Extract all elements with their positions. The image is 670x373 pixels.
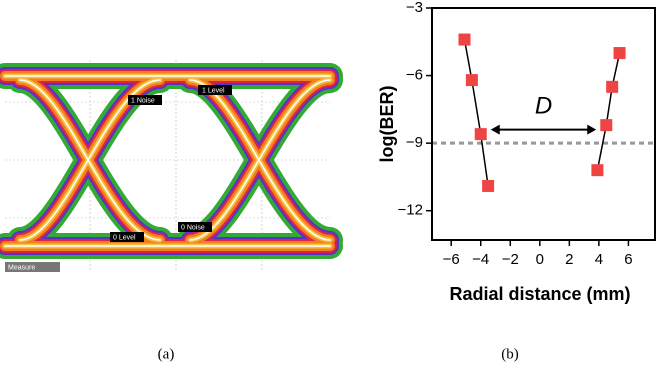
x-tick-label: 2 (565, 251, 573, 268)
noise-label: 1 Noise (131, 97, 155, 104)
level-label: 1 Level (202, 87, 225, 94)
measure-label: Measure (8, 264, 35, 271)
y-tick-label: −3 (406, 0, 423, 16)
y-tick-label: −9 (406, 134, 423, 151)
y-tick-label: −12 (398, 202, 423, 219)
y-tick-label: −6 (406, 67, 423, 84)
marker (591, 164, 603, 176)
x-tick-label: −6 (443, 251, 460, 268)
marker (475, 128, 487, 140)
x-tick-label: −4 (472, 251, 489, 268)
caption: (a) (158, 346, 175, 362)
level-label: 0 Level (113, 234, 136, 241)
x-tick-label: 0 (536, 251, 544, 268)
x-tick-label: −2 (502, 251, 519, 268)
eye-diagram: 1 Level 1 Noise 0 Level 0 Noise Measure (5, 60, 330, 272)
caption: (b) (501, 346, 519, 362)
marker (458, 34, 470, 46)
marker (614, 47, 626, 59)
series-line (464, 40, 488, 186)
x-axis-label: Radial distance (mm) (449, 284, 630, 304)
y-axis-label: log(BER) (377, 86, 397, 163)
marker (600, 119, 612, 131)
arrow-head (587, 125, 596, 135)
marker (482, 180, 494, 192)
x-tick-label: 6 (624, 251, 632, 268)
x-tick-label: 4 (595, 251, 603, 268)
arrow-head (491, 125, 500, 135)
series-line (597, 53, 619, 170)
annotation: D (535, 93, 552, 120)
marker (466, 74, 478, 86)
marker (606, 81, 618, 93)
figure: 1 Level 1 Noise 0 Level 0 Noise Measure … (0, 0, 670, 373)
noise-label: 0 Noise (181, 224, 205, 231)
